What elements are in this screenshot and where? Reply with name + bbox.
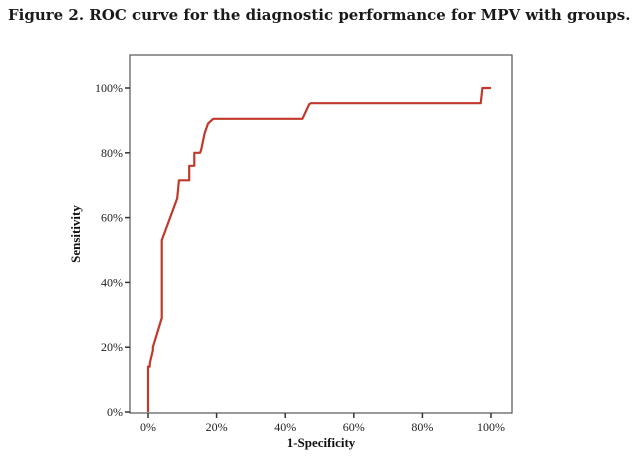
x-tick-label: 0% [140, 420, 156, 434]
x-axis-ticks: 0% 20% 40% 60% 80% 100% [140, 413, 505, 434]
x-tick-label: 100% [477, 420, 505, 434]
x-tick-label: 60% [343, 420, 365, 434]
y-tick-label: 80% [101, 146, 123, 160]
y-tick-label: 40% [101, 275, 123, 289]
x-tick-label: 80% [411, 420, 433, 434]
plot-frame-group [129, 54, 513, 414]
figure-title: Figure 2. ROC curve for the diagnostic p… [8, 6, 631, 24]
x-axis-label: 1-Specificity [287, 435, 356, 450]
y-tick-label: 60% [101, 211, 123, 225]
roc-curve-line [146, 86, 491, 412]
y-tick-label: 100% [95, 81, 123, 95]
y-tick-label: 20% [101, 340, 123, 354]
y-tick-label: 0% [107, 405, 123, 419]
plot-frame [129, 54, 513, 414]
x-tick-label: 40% [274, 420, 296, 434]
y-axis-ticks: 0% 20% 40% 60% 80% 100% [95, 81, 130, 419]
y-axis-label: Sensitivity [68, 205, 83, 263]
series-group [146, 86, 491, 412]
x-tick-label: 20% [206, 420, 228, 434]
